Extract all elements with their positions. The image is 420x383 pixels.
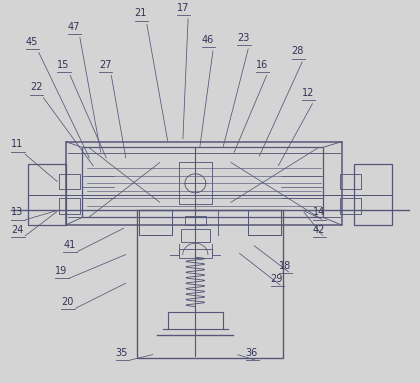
Text: 20: 20 (61, 296, 74, 306)
Text: 45: 45 (26, 37, 38, 47)
Text: 13: 13 (11, 208, 24, 218)
Text: 41: 41 (63, 240, 76, 250)
Text: 15: 15 (57, 60, 70, 70)
Text: 12: 12 (302, 88, 315, 98)
Bar (59, 198, 80, 214)
Text: 28: 28 (291, 46, 304, 56)
Bar (248, 210, 281, 234)
Text: 19: 19 (55, 266, 67, 276)
Bar (28, 164, 66, 225)
Bar (82, 147, 323, 218)
Bar (178, 249, 212, 259)
Text: 24: 24 (11, 224, 24, 234)
Text: 42: 42 (312, 224, 325, 234)
Bar (354, 164, 392, 225)
Text: 22: 22 (30, 82, 42, 92)
Text: 35: 35 (116, 348, 128, 358)
Bar (340, 174, 361, 189)
Text: 27: 27 (99, 60, 112, 70)
Bar (178, 162, 212, 204)
Bar (59, 174, 80, 189)
Text: 21: 21 (135, 8, 147, 18)
Text: 11: 11 (11, 139, 24, 149)
Text: 36: 36 (246, 348, 258, 358)
Bar (340, 198, 361, 214)
Text: 17: 17 (176, 3, 189, 13)
Bar (137, 210, 283, 358)
Text: 29: 29 (271, 274, 283, 284)
Bar (185, 216, 206, 225)
Text: 47: 47 (68, 22, 80, 32)
Bar (181, 229, 210, 242)
Text: 46: 46 (202, 35, 214, 45)
Bar (66, 142, 342, 225)
Bar (139, 210, 172, 234)
Text: 23: 23 (237, 33, 249, 43)
Text: 16: 16 (256, 60, 268, 70)
Text: 18: 18 (279, 260, 291, 270)
Text: 14: 14 (312, 208, 325, 218)
